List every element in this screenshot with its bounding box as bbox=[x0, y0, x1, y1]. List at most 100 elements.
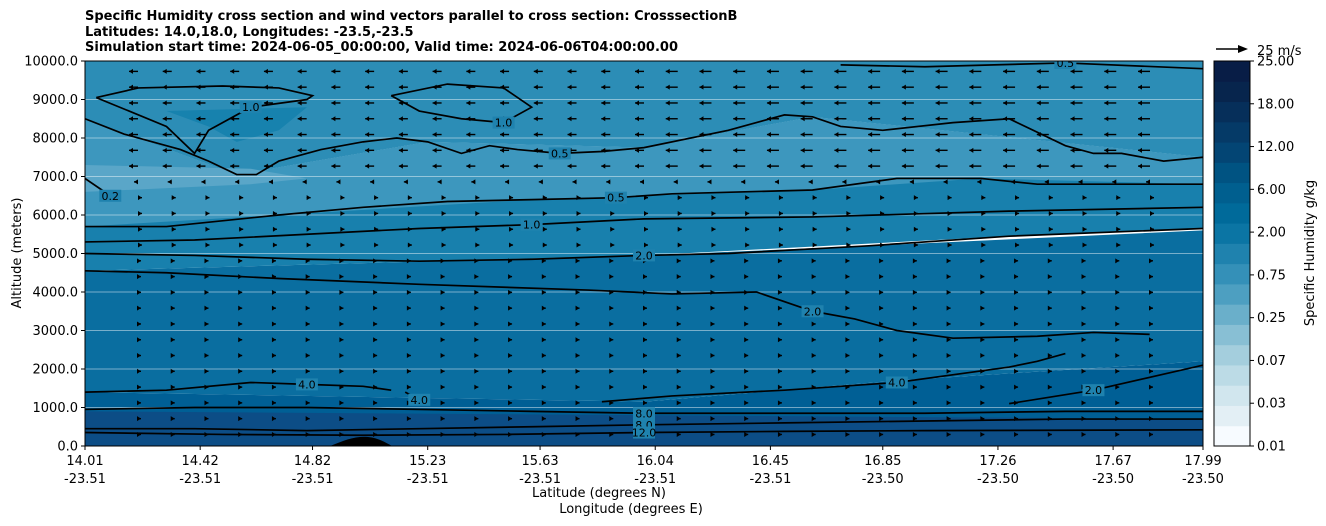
wind-vector-head bbox=[609, 337, 614, 343]
wind-vector-head bbox=[196, 163, 201, 169]
wind-vector-head bbox=[1036, 163, 1041, 169]
wind-vector-head bbox=[744, 321, 749, 327]
wind-vector-head bbox=[710, 384, 715, 390]
wind-vector-head bbox=[1015, 210, 1020, 216]
wind-vector-head bbox=[508, 337, 513, 343]
wind-vector-head bbox=[733, 132, 738, 138]
wind-vector-head bbox=[774, 179, 779, 185]
wind-vector-head bbox=[572, 179, 577, 185]
wind-vector-head bbox=[980, 274, 985, 280]
wind-vector-head bbox=[946, 384, 951, 390]
x-tick-lat: 15.23 bbox=[409, 454, 446, 469]
wind-vector-head bbox=[170, 274, 175, 280]
wind-vector-head bbox=[1070, 84, 1075, 90]
wind-vector-head bbox=[373, 337, 378, 343]
wind-vector-head bbox=[440, 384, 445, 390]
wind-vector-head bbox=[609, 368, 614, 374]
terrain-mask bbox=[330, 436, 392, 446]
wind-vector-head bbox=[407, 210, 412, 216]
wind-vector-head bbox=[263, 132, 268, 138]
wind-vector-head bbox=[880, 195, 885, 201]
wind-vector-head bbox=[1014, 337, 1019, 343]
wind-vector-head bbox=[474, 353, 479, 359]
wind-vector-head bbox=[710, 416, 715, 422]
wind-vector-head bbox=[744, 416, 749, 422]
wind-vector-head bbox=[673, 179, 678, 185]
contour-label: 2.0 bbox=[635, 249, 653, 262]
wind-vector-head bbox=[542, 210, 547, 216]
wind-vector-head bbox=[635, 147, 639, 153]
wind-vector-head bbox=[879, 368, 884, 374]
wind-vector-head bbox=[440, 274, 445, 280]
wind-vector-head bbox=[1014, 274, 1019, 280]
contour-label-bg bbox=[408, 393, 431, 406]
wind-vector-head bbox=[935, 132, 940, 138]
wind-vector-head bbox=[1003, 100, 1008, 106]
wind-vector-head bbox=[946, 353, 951, 359]
wind-vector-head bbox=[331, 147, 336, 153]
wind-vector-head bbox=[1104, 132, 1109, 138]
wind-vector-head bbox=[171, 226, 176, 232]
wind-vector-head bbox=[946, 368, 951, 374]
wind-vector-head bbox=[297, 84, 302, 90]
wind-vector-head bbox=[137, 384, 141, 390]
wind-vector-head bbox=[575, 258, 580, 264]
wind-vector-head bbox=[676, 368, 681, 374]
wind-vector-head bbox=[606, 179, 611, 185]
wind-vector-head bbox=[1081, 258, 1086, 264]
wind-vector-head bbox=[643, 305, 647, 311]
contour-line-2.0 bbox=[85, 227, 1203, 263]
wind-vector-head bbox=[437, 179, 442, 185]
wind-vector-head bbox=[138, 195, 142, 201]
wind-vector-head bbox=[137, 305, 141, 311]
wind-vector-head bbox=[643, 384, 647, 390]
quiver-key-arrowhead bbox=[1238, 45, 1248, 53]
wind-vector-head bbox=[137, 353, 141, 359]
wind-vector-head bbox=[1078, 179, 1083, 185]
wind-vector-head bbox=[901, 116, 906, 122]
wind-vector-head bbox=[305, 337, 310, 343]
wind-vector-head bbox=[1081, 353, 1086, 359]
wind-vector-head bbox=[406, 416, 411, 422]
humidity-band-5 bbox=[85, 116, 1203, 227]
title-line-1: Specific Humidity cross section and wind… bbox=[85, 9, 738, 24]
wind-vector-head bbox=[601, 116, 606, 122]
wind-vector-head bbox=[238, 368, 243, 374]
contour-line-4.0 bbox=[85, 381, 392, 393]
wind-vector-head bbox=[969, 132, 974, 138]
wind-vector-head bbox=[567, 132, 572, 138]
wind-vector-head bbox=[268, 179, 273, 185]
wind-vector-head bbox=[204, 353, 209, 359]
axes: 0.0 1000.0 2000.0 3000.0 4000.0 5000.0 6000.0 7… bbox=[10, 55, 1224, 518]
wind-vector-head bbox=[845, 431, 850, 437]
wind-vector-head bbox=[744, 368, 749, 374]
colorbar-tick-label: 0.75 bbox=[1257, 268, 1286, 283]
wind-vector-head bbox=[1115, 321, 1120, 327]
wind-vector-head bbox=[609, 353, 614, 359]
wind-vector-head bbox=[505, 179, 510, 185]
wind-vector-head bbox=[1081, 368, 1086, 374]
wind-vector-head bbox=[777, 400, 782, 406]
wind-vector-head bbox=[271, 353, 276, 359]
wind-vector-head bbox=[339, 305, 344, 311]
colorbar-segment bbox=[1214, 364, 1250, 386]
wind-vector-head bbox=[129, 116, 133, 122]
wind-vector-head bbox=[373, 305, 378, 311]
wind-vector-head bbox=[635, 84, 639, 90]
wind-vector-head bbox=[699, 100, 704, 106]
wind-vector-head bbox=[474, 337, 479, 343]
wind-vector-head bbox=[811, 321, 816, 327]
wind-vector-head bbox=[137, 337, 141, 343]
wind-vector-head bbox=[541, 321, 546, 327]
wind-vector-head bbox=[1138, 132, 1142, 138]
wind-vector-head bbox=[1149, 274, 1153, 280]
wind-vector-head bbox=[1115, 289, 1120, 295]
wind-vector-head bbox=[868, 68, 873, 74]
wind-vector-head bbox=[812, 210, 817, 216]
wind-vector-head bbox=[733, 163, 738, 169]
wind-vector-head bbox=[1003, 163, 1008, 169]
wind-vector-head bbox=[635, 163, 639, 169]
wind-vector-head bbox=[777, 321, 782, 327]
wind-vector-head bbox=[609, 274, 614, 280]
x-tick-lat: 17.26 bbox=[979, 454, 1016, 469]
